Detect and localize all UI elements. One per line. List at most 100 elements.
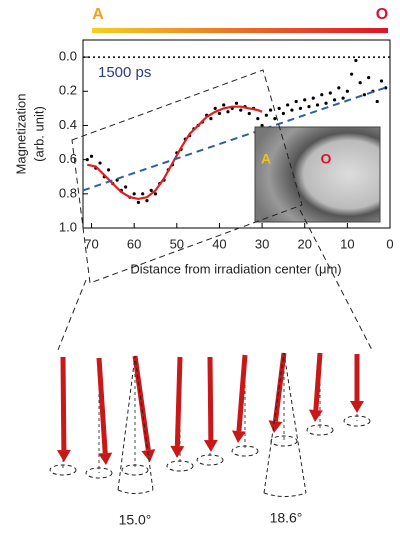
- data-point: [354, 58, 358, 63]
- spin-arrow-head: [56, 449, 71, 462]
- inset-a: A: [261, 151, 271, 167]
- angle-arc: [117, 355, 154, 494]
- data-point: [350, 72, 354, 76]
- data-point: [256, 117, 260, 121]
- data-point: [367, 76, 371, 80]
- data-point: [307, 105, 311, 109]
- data-point: [294, 99, 298, 104]
- data-point: [273, 117, 277, 121]
- angle-arc: [263, 352, 307, 497]
- zoom-line: [57, 279, 87, 351]
- data-point: [141, 192, 145, 196]
- data-point: [298, 106, 303, 110]
- data-point: [153, 192, 158, 196]
- zoom-box: [71, 69, 303, 284]
- y-tick-label: 0.0: [59, 49, 77, 64]
- cone-base: [343, 415, 371, 427]
- data-point: [217, 111, 222, 116]
- spin-arrow-head: [231, 430, 246, 443]
- x-tick-label: 40: [212, 236, 226, 251]
- x-tick-label: 0: [386, 236, 393, 251]
- data-point: [209, 117, 213, 121]
- spin-arrow-head: [141, 449, 156, 462]
- cone-base: [231, 445, 259, 457]
- y-label-unit: (arb. unit): [31, 106, 46, 162]
- data-point: [222, 103, 226, 107]
- data-point: [281, 111, 286, 116]
- data-point: [375, 99, 379, 104]
- cone-base: [306, 424, 334, 436]
- data-point: [234, 101, 239, 105]
- data-point: [149, 188, 153, 192]
- data-point: [106, 168, 111, 172]
- data-point: [89, 154, 94, 158]
- y-tick-label: 1.0: [59, 219, 77, 234]
- spin-arrow-head: [350, 401, 364, 413]
- cone-base: [85, 467, 113, 479]
- data-point: [98, 161, 102, 165]
- data-point: [226, 110, 230, 114]
- data-point: [277, 106, 281, 110]
- spin-arrow-head: [268, 420, 283, 433]
- x-tick-label: 30: [255, 236, 269, 251]
- x-tick-label: 60: [127, 236, 141, 251]
- color-bar: [92, 28, 388, 33]
- data-point: [341, 96, 345, 100]
- data-point: [311, 96, 315, 100]
- spin-arrow: [273, 352, 287, 422]
- plot-frame: [82, 39, 391, 229]
- x-tick-label: 20: [297, 236, 311, 251]
- data-point: [320, 93, 324, 97]
- x-label: Distance from irradiation center (μm): [130, 261, 341, 276]
- data-point: [290, 108, 294, 112]
- data-point: [85, 158, 89, 162]
- data-point: [264, 113, 268, 117]
- data-point: [260, 123, 264, 128]
- spin-arrow: [236, 354, 248, 432]
- data-point: [124, 185, 128, 189]
- spin-arrow-head: [170, 445, 185, 458]
- y-tick-label: 0.2: [59, 83, 77, 98]
- x-tick-label: 10: [340, 236, 354, 251]
- data-point: [239, 108, 243, 112]
- data-point: [362, 93, 367, 97]
- cone-base: [49, 464, 77, 476]
- data-point: [328, 91, 332, 95]
- cone-base: [166, 460, 194, 472]
- data-point: [345, 89, 349, 93]
- inset: A O: [254, 126, 381, 223]
- plot: 0.0 0.2 0.4 0.6 0.8 1.0 70 60 50 40 30 20 10 0: [59, 39, 394, 251]
- angle-label: 18.6°: [270, 510, 303, 526]
- zoom-line: [299, 209, 373, 351]
- cone-base: [196, 454, 224, 466]
- data-point: [315, 103, 320, 107]
- x-tick-label: 50: [170, 236, 184, 251]
- data-point: [332, 98, 337, 102]
- spin-arrow-head: [308, 409, 323, 422]
- angle-label: 15.0°: [119, 512, 152, 528]
- data-point: [286, 103, 290, 107]
- inset-o: O: [321, 151, 332, 167]
- trend-line: [82, 85, 391, 192]
- y-label: Magnetization: [13, 94, 28, 175]
- data-point: [337, 86, 341, 90]
- data-point: [269, 108, 273, 112]
- cone-base: [121, 464, 149, 476]
- spin-arrow-head: [98, 452, 113, 465]
- data-point: [379, 79, 384, 83]
- spin-arrow: [96, 357, 108, 454]
- x-tick-label: 70: [84, 236, 98, 251]
- spin-arrow: [174, 356, 183, 447]
- y-tick-label: 0.6: [59, 151, 77, 166]
- spin-arrow: [207, 356, 214, 441]
- data-point: [132, 192, 136, 196]
- data-point: [213, 106, 217, 110]
- fit-curve: [87, 105, 263, 201]
- spin-arrows: [49, 352, 371, 497]
- gradient-start: A: [92, 6, 104, 23]
- data-point: [145, 199, 149, 203]
- time-label: 1500 ps: [98, 64, 151, 81]
- data-point: [358, 81, 362, 85]
- y-tick-label: 0.4: [59, 117, 77, 132]
